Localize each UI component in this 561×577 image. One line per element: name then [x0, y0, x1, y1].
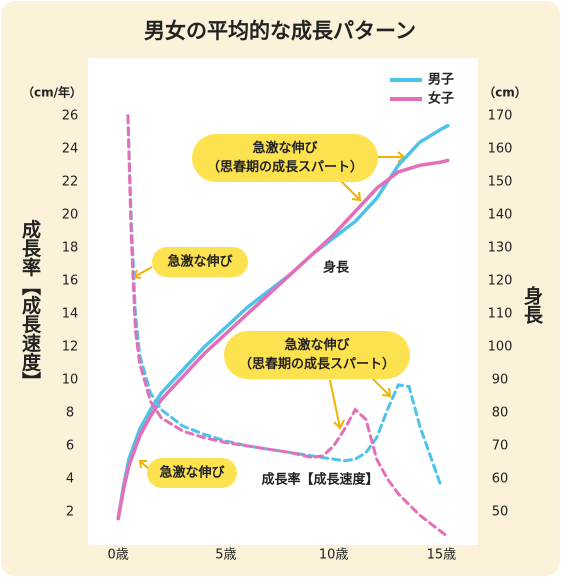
- y2-tick-label: 70: [492, 438, 509, 453]
- y-tick-label: 6: [66, 438, 74, 453]
- annotation-text: （思春期の成長スパート）: [207, 159, 363, 175]
- y2-tick-label: 100: [488, 339, 513, 354]
- y2-unit: （cm）: [483, 85, 527, 100]
- y-tick-label: 10: [62, 372, 79, 387]
- y-unit: （cm/年）: [22, 85, 82, 100]
- x-tick-label: 5歳: [215, 548, 236, 563]
- annotation-bubble: [147, 458, 237, 488]
- annotation-bubble: [152, 247, 248, 277]
- growth-rate-line: [126, 114, 443, 489]
- y-tick-label: 24: [62, 141, 79, 156]
- y2-tick-label: 140: [488, 207, 513, 222]
- y-tick-label: 16: [62, 273, 79, 288]
- y2-tick-label: 50: [492, 504, 509, 519]
- y2-tick-label: 120: [488, 273, 513, 288]
- annotation-text: 急激な伸び: [159, 465, 225, 481]
- x-tick-label: 0歳: [108, 548, 129, 563]
- annotation-bubble: [224, 331, 410, 379]
- annotation-text: （思春期の成長スパート）: [239, 356, 395, 372]
- legend-label: 女子: [428, 91, 454, 107]
- y2-tick-label: 150: [488, 174, 513, 189]
- y-tick-label: 4: [66, 471, 74, 486]
- y-axis-title: 成長率【成長速度】: [19, 218, 41, 390]
- legend-label: 男子: [428, 73, 454, 88]
- y-tick-label: 2: [66, 504, 74, 519]
- y-tick-label: 12: [62, 339, 79, 354]
- y2-tick-label: 170: [488, 108, 513, 123]
- x-tick-label: 10歳: [319, 548, 349, 563]
- annotations: 急激な伸び（思春期の成長スパート）急激な伸び急激な伸び（思春期の成長スパート）急…: [132, 134, 410, 488]
- series-label: 身長: [323, 260, 350, 276]
- annotation-text: 急激な伸び: [252, 140, 318, 156]
- y2-tick-label: 80: [492, 405, 509, 420]
- chart-title: 男女の平均的な成長パターン: [144, 19, 416, 43]
- y-tick-label: 14: [62, 306, 79, 321]
- y2-tick-label: 160: [488, 141, 513, 156]
- y2-axis-title: 身長: [521, 285, 543, 325]
- x-tick-label: 15歳: [427, 548, 457, 563]
- height-line: [116, 158, 450, 521]
- y-tick-label: 20: [62, 207, 79, 222]
- annotation-text: 急激な伸び: [167, 254, 233, 270]
- annotation-text: 急激な伸び: [284, 337, 350, 353]
- annotation-bubble: [192, 134, 378, 182]
- arrow: [329, 377, 392, 430]
- y-tick-label: 8: [66, 405, 74, 420]
- y-tick-label: 22: [62, 174, 79, 189]
- y-tick-label: 18: [62, 240, 79, 255]
- y2-tick-label: 60: [492, 471, 509, 486]
- y-tick-label: 26: [62, 108, 79, 123]
- growth-rate-line: [126, 114, 450, 539]
- y2-tick-label: 90: [492, 372, 509, 387]
- y2-tick-label: 130: [488, 240, 513, 255]
- y2-tick-label: 110: [488, 306, 513, 321]
- series-label: 成長率【成長速度】: [261, 472, 378, 488]
- height-line: [116, 123, 450, 521]
